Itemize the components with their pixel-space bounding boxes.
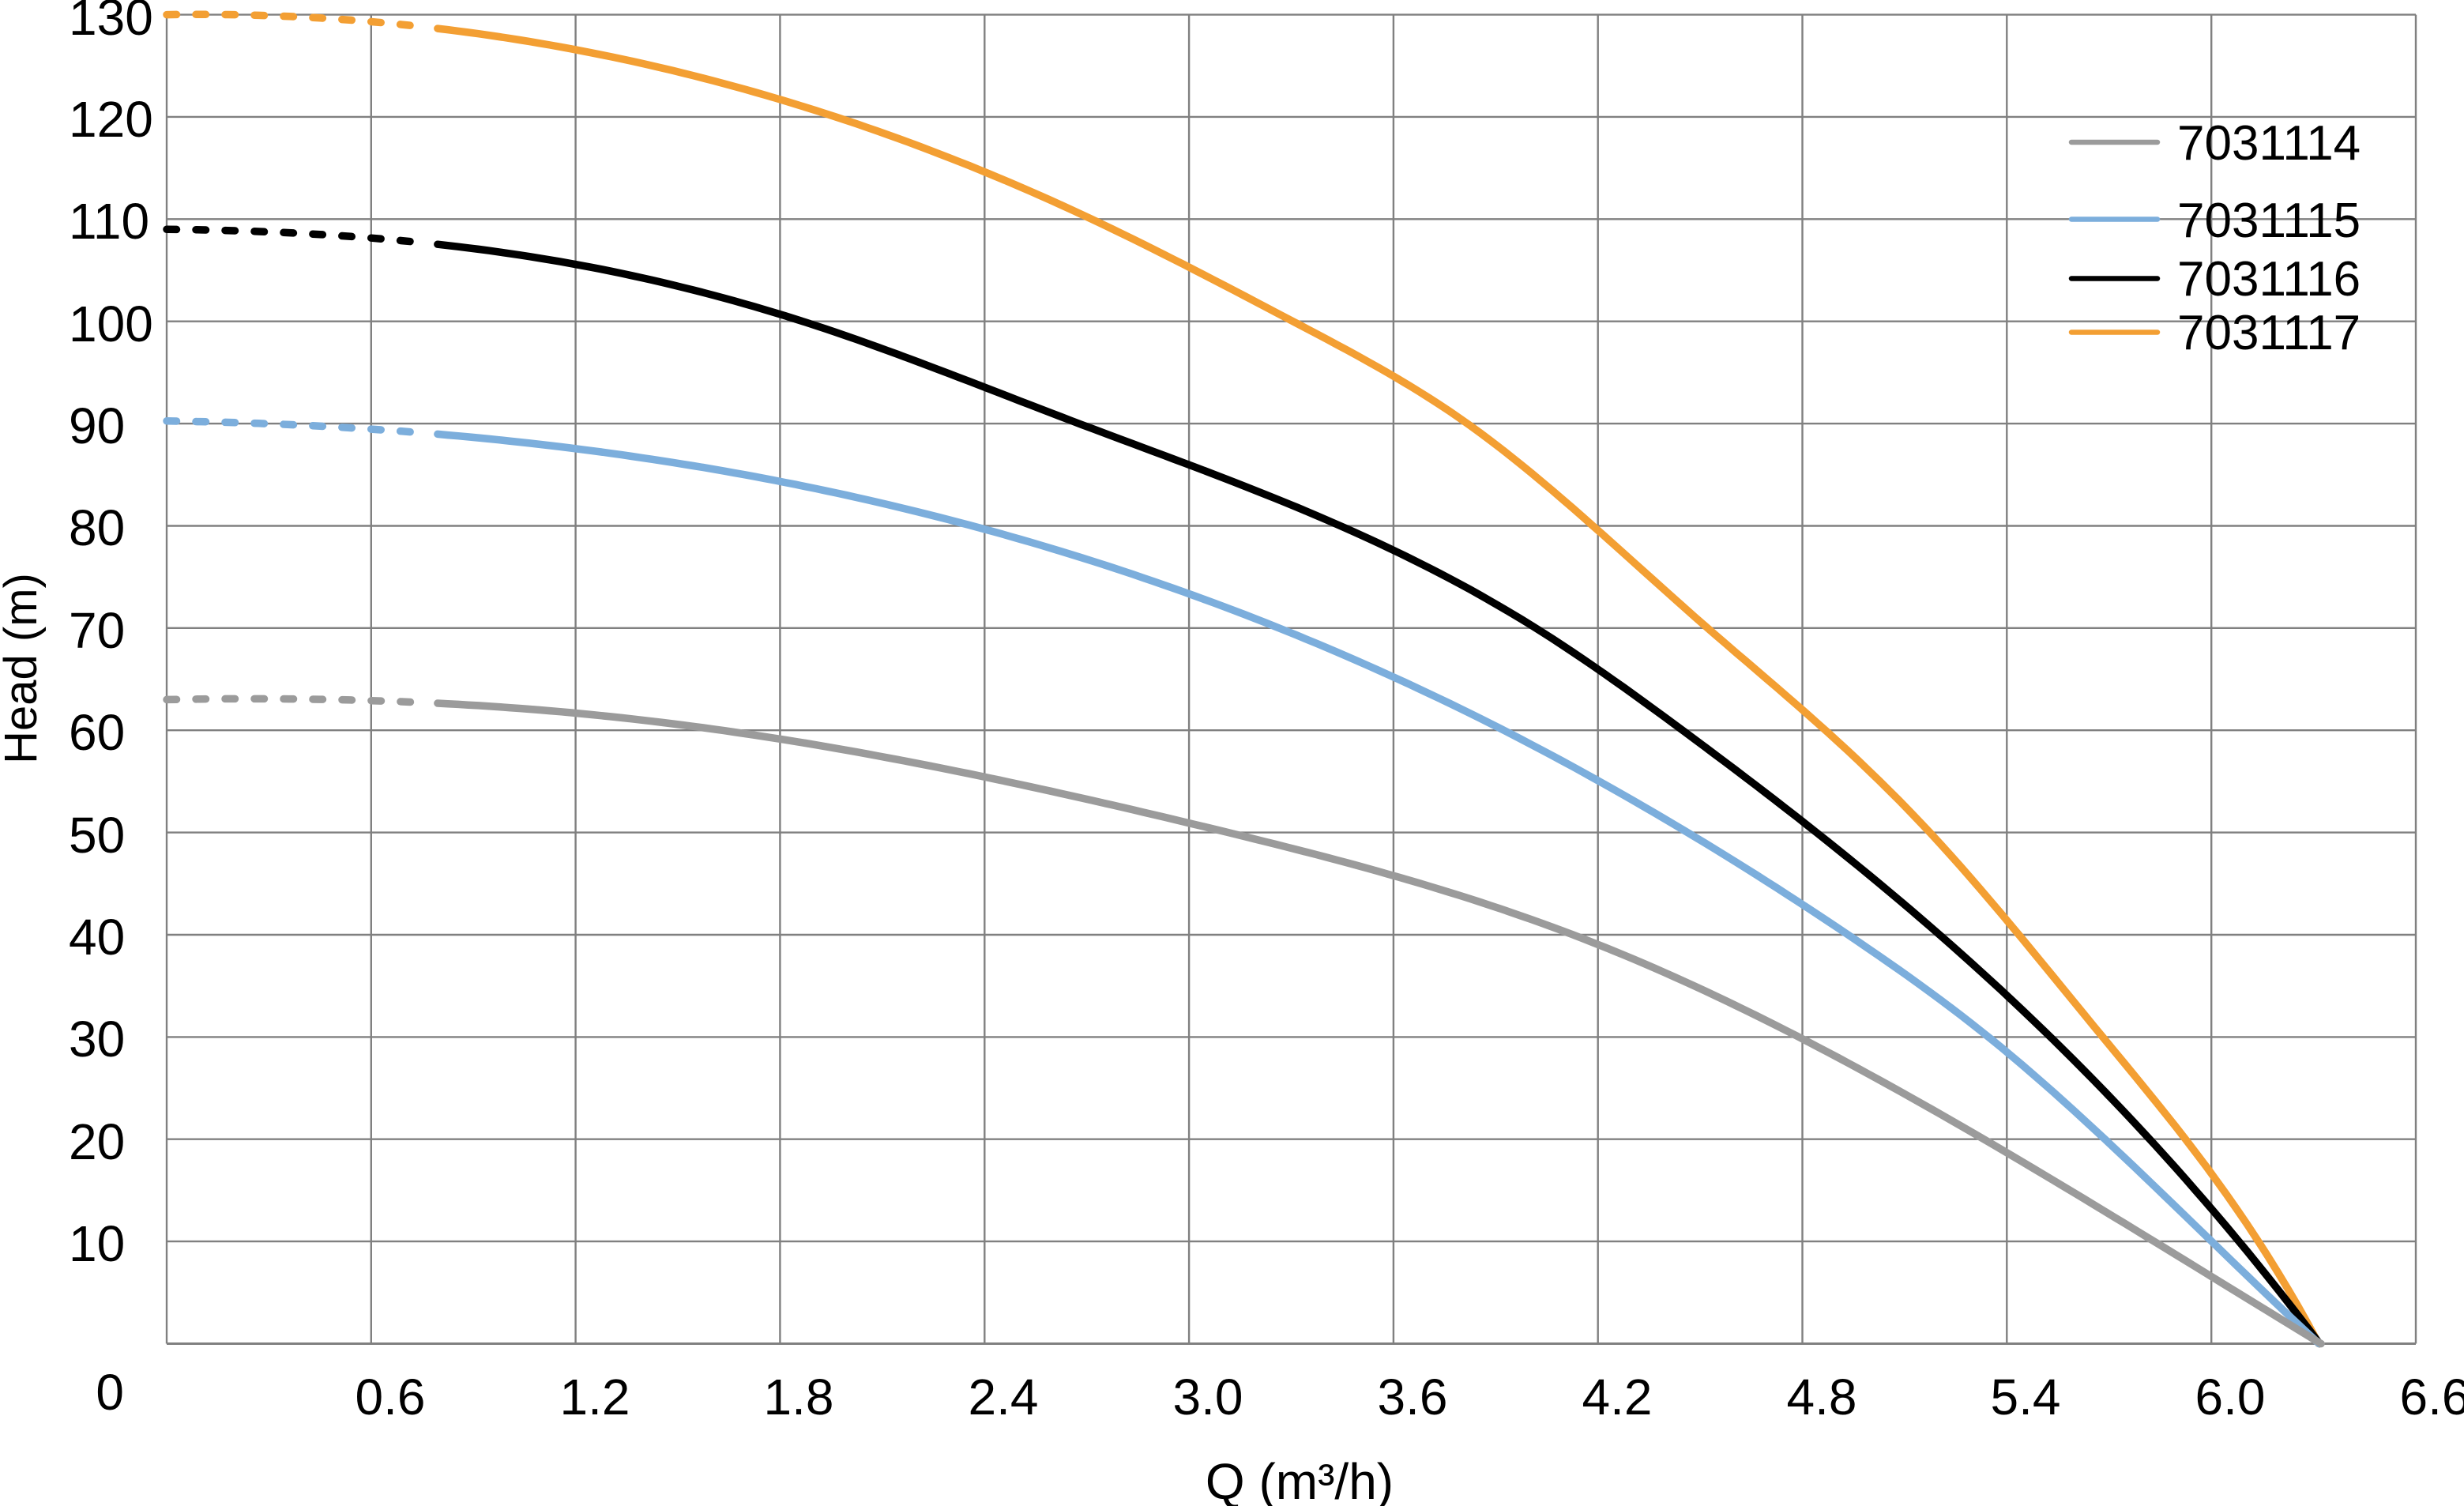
svg-text:Head (m): Head (m) [0, 573, 47, 764]
svg-text:80: 80 [69, 499, 125, 556]
svg-text:6.6: 6.6 [2400, 1369, 2464, 1425]
svg-text:130: 130 [69, 0, 153, 46]
svg-text:6.0: 6.0 [2195, 1369, 2266, 1425]
svg-text:7031114: 7031114 [2177, 116, 2361, 171]
svg-text:3.6: 3.6 [1378, 1369, 1448, 1425]
svg-text:30: 30 [69, 1011, 125, 1068]
svg-text:0.6: 0.6 [355, 1369, 426, 1425]
svg-text:7031117: 7031117 [2177, 306, 2361, 360]
svg-text:70: 70 [69, 602, 125, 659]
svg-text:10: 10 [69, 1215, 125, 1272]
svg-text:1.2: 1.2 [560, 1369, 630, 1425]
svg-text:3.0: 3.0 [1173, 1369, 1243, 1425]
svg-text:40: 40 [69, 909, 125, 966]
svg-text:100: 100 [69, 296, 153, 352]
svg-text:50: 50 [69, 807, 125, 864]
svg-text:5.4: 5.4 [1991, 1369, 2061, 1425]
svg-text:90: 90 [69, 397, 125, 454]
svg-text:110: 110 [69, 193, 149, 250]
svg-text:2.4: 2.4 [969, 1369, 1039, 1425]
svg-text:7031115: 7031115 [2177, 194, 2361, 248]
svg-text:Q (m³/h): Q (m³/h) [1206, 1453, 1394, 1506]
svg-text:4.2: 4.2 [1582, 1369, 1653, 1425]
svg-text:20: 20 [69, 1113, 125, 1170]
svg-text:60: 60 [69, 704, 125, 761]
svg-text:0: 0 [96, 1364, 124, 1421]
svg-text:7031116: 7031116 [2177, 252, 2361, 307]
svg-text:4.8: 4.8 [1787, 1369, 1857, 1425]
svg-text:1.8: 1.8 [764, 1369, 834, 1425]
svg-text:120: 120 [69, 91, 153, 148]
